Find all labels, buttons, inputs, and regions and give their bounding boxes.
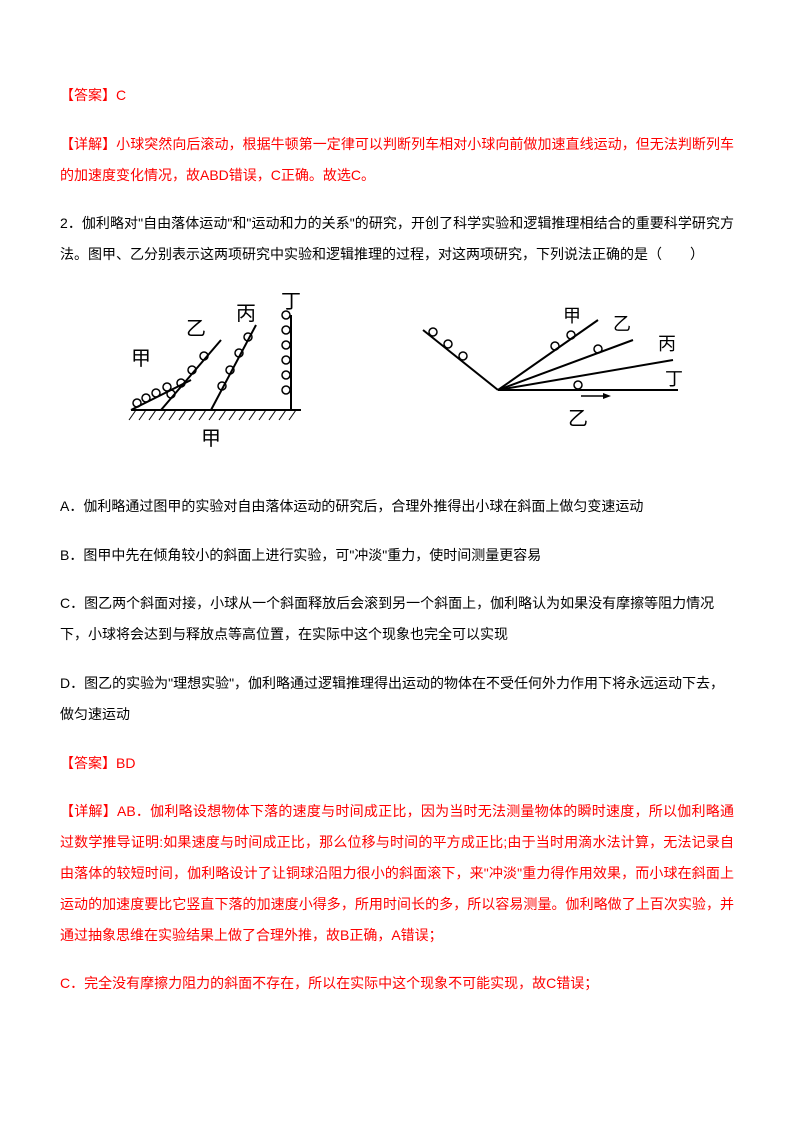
- option-c: C．图乙两个斜面对接，小球从一个斜面释放后会滚到另一个斜面上，伽利略认为如果没有…: [60, 588, 734, 650]
- option-d: D．图乙的实验为"理想实验"，伽利略通过逻辑推理得出运动的物体在不受任何外力作用…: [60, 668, 734, 730]
- label-bing-d1: 丙: [236, 303, 256, 325]
- answer2-explanation-ab: AB．伽利略设想物体下落的速度与时间成正比，因为当时无法测量物体的瞬时速度，所以…: [60, 803, 734, 942]
- answer2-explanation-c: C．完全没有摩擦力阻力的斜面不存在，所以在实际中这个现象不可能实现，故C错误；: [60, 968, 734, 999]
- label-jia-d2: 甲: [563, 306, 581, 326]
- label-jia-top: 甲: [131, 348, 151, 370]
- answer2-label: 【答案】BD: [60, 748, 734, 779]
- label-bing-d2: 丙: [658, 334, 676, 354]
- answer1-explanation: 小球突然向后滚动，根据牛顿第一定律可以判断列车相对小球向前做加速直线运动，但无法…: [60, 136, 734, 183]
- diagram-yi: 甲 乙 丙 丁 乙: [403, 290, 693, 461]
- answer1-label: 【答案】C: [60, 80, 734, 111]
- explanation-prefix: 【详解】: [60, 136, 116, 152]
- option-b: B．图甲中先在倾角较小的斜面上进行实验，可"冲淡"重力，使时间测量更容易: [60, 540, 734, 571]
- label-ding-d2: 丁: [665, 369, 683, 389]
- question2-text-block: 2．伽利略对"自由落体运动"和"运动和力的关系"的研究，开创了科学实验和逻辑推理…: [60, 208, 734, 270]
- label-yi-d1: 乙: [186, 318, 206, 340]
- answer2-explanation-ab-block: 【详解】AB．伽利略设想物体下落的速度与时间成正比，因为当时无法测量物体的瞬时速…: [60, 796, 734, 950]
- diagram-container: 甲 乙 丙 丁 甲: [60, 290, 734, 461]
- option-a: A．伽利略通过图甲的实验对自由落体运动的研究后，合理外推得出小球在斜面上做匀变速…: [60, 491, 734, 522]
- label-yi-top-d2: 乙: [613, 314, 631, 334]
- question2-text: 伽利略对"自由落体运动"和"运动和力的关系"的研究，开创了科学实验和逻辑推理相结…: [60, 215, 734, 262]
- question2-number: 2．: [60, 215, 82, 231]
- label-ding-d1: 丁: [281, 291, 301, 313]
- label-jia-bottom: 甲: [201, 428, 221, 450]
- diagram-jia: 甲 乙 丙 丁 甲: [101, 290, 361, 461]
- label-yi-bottom-d2: 乙: [568, 408, 588, 430]
- explanation2-prefix: 【详解】: [60, 803, 117, 819]
- answer1-explanation-block: 【详解】小球突然向后滚动，根据牛顿第一定律可以判断列车相对小球向前做加速直线运动…: [60, 129, 734, 191]
